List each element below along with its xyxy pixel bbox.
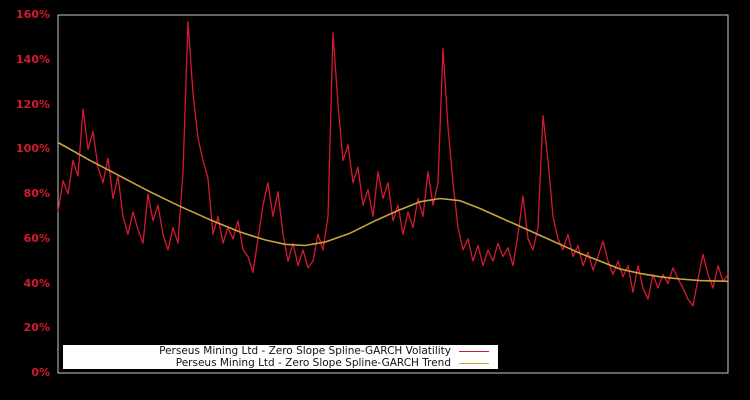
- volatility-line-sample-icon: [459, 350, 489, 352]
- y-tick-label: 120%: [16, 97, 50, 111]
- trend-line-sample-icon: [459, 362, 489, 364]
- y-tick-label: 160%: [16, 8, 50, 21]
- y-tick-label: 60%: [23, 231, 50, 245]
- y-tick-label: 100%: [16, 142, 50, 156]
- legend-label-volatility: Perseus Mining Ltd - Zero Slope Spline-G…: [159, 345, 451, 357]
- legend: Perseus Mining Ltd - Zero Slope Spline-G…: [63, 345, 498, 369]
- plot-border: [57, 14, 729, 374]
- legend-row-trend: Perseus Mining Ltd - Zero Slope Spline-G…: [63, 357, 498, 369]
- legend-row-volatility: Perseus Mining Ltd - Zero Slope Spline-G…: [63, 345, 498, 357]
- y-tick-label: 0%: [31, 366, 50, 379]
- trend-line: [57, 141, 729, 283]
- volatility-line: [57, 21, 729, 307]
- y-tick-label: 80%: [23, 187, 50, 200]
- y-tick-label: 20%: [23, 321, 50, 335]
- legend-label-trend: Perseus Mining Ltd - Zero Slope Spline-G…: [175, 357, 451, 369]
- y-tick-label: 40%: [23, 276, 50, 290]
- y-tick-label: 140%: [16, 52, 50, 66]
